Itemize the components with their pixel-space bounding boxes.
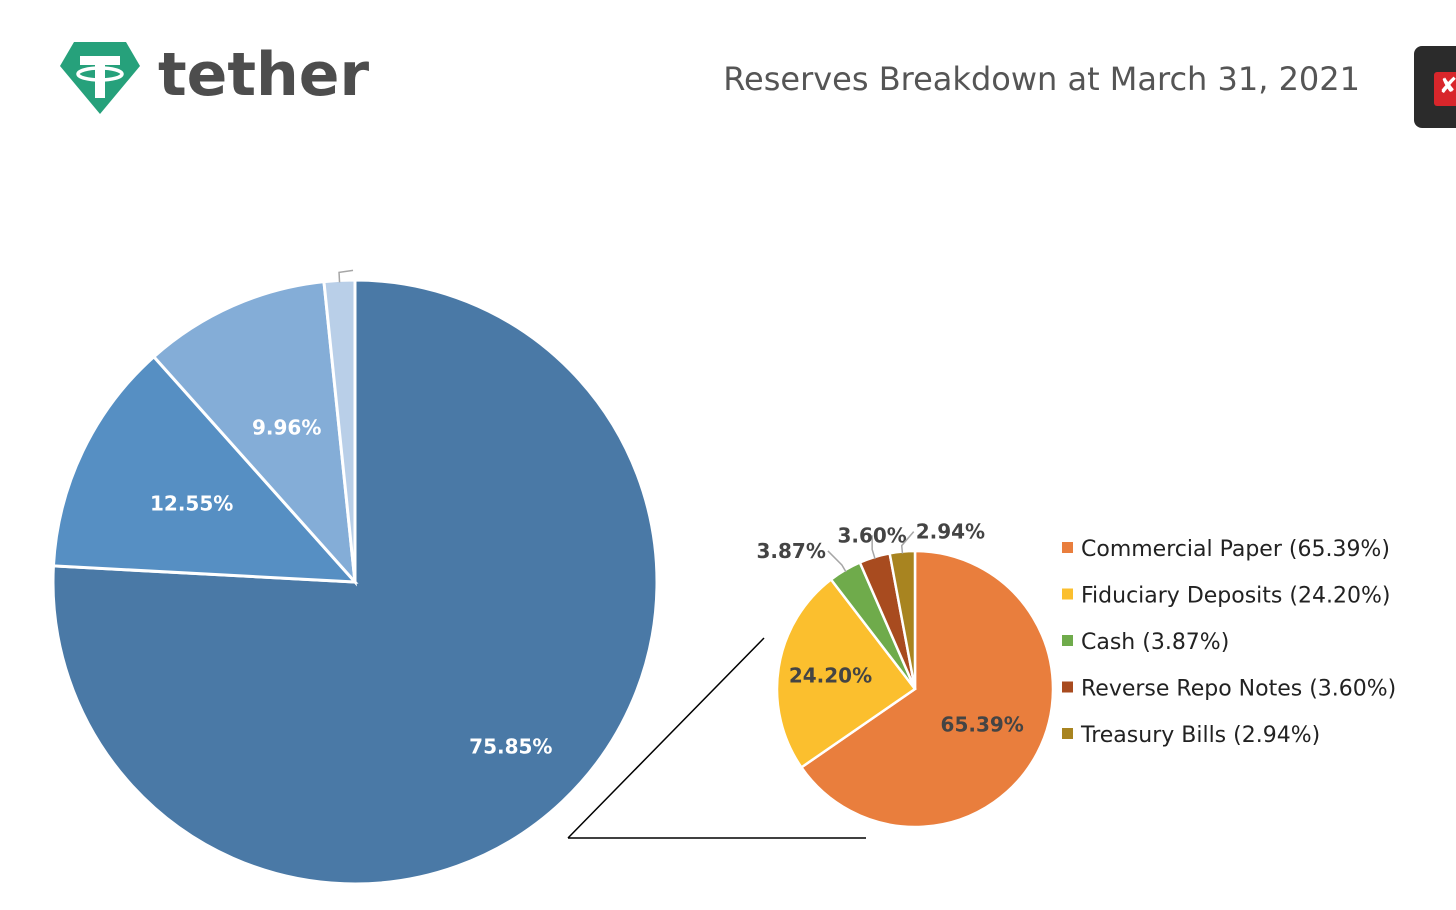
data-label-24-20: 24.20% <box>789 664 872 688</box>
legend-swatch-cash-3-87 <box>1062 635 1073 646</box>
legend-swatch-reverse-repo-notes-3-60 <box>1062 681 1073 693</box>
pie-slice-12-55 <box>51 354 359 584</box>
pie-connector-lines <box>567 637 866 839</box>
legend-swatch-commercial-paper-65-39 <box>1062 542 1073 553</box>
breakdown-pie-chart: 65.39% 24.20% 3.87% 3.60% 2.94% <box>757 520 1055 829</box>
pie-slice-commercial-paper-65-39 <box>799 549 1055 829</box>
data-label-9-96: 9.96% <box>252 415 321 439</box>
brand[interactable]: tether <box>58 40 369 116</box>
main-pie-chart: 75.85% 12.55% 9.96% 1.64% <box>51 258 659 886</box>
data-label-12-55: 12.55% <box>150 492 233 516</box>
tether-logo-icon <box>60 42 140 114</box>
legend-label-commercial-paper-65-39: Commercial Paper (65.39%) <box>1081 537 1390 562</box>
legend-swatch-fiduciary-deposits-24-20 <box>1062 588 1073 600</box>
legend-swatch-treasury-bills-2-94 <box>1062 728 1073 739</box>
legend-label-fiduciary-deposits-24-20: Fiduciary Deposits (24.20%) <box>1081 584 1390 609</box>
report-title: Reserves Breakdown at March 31, 2021 <box>723 60 1360 98</box>
leader-line-3-87 <box>827 550 847 573</box>
breakdown-legend: Commercial Paper (65.39%) Fiduciary Depos… <box>1062 537 1396 748</box>
pie-slice-fiduciary-deposits-24-20 <box>775 577 917 770</box>
leader-line-3-60 <box>871 535 876 560</box>
data-label-65-39: 65.39% <box>941 712 1024 736</box>
data-label-1-64: 1.64% <box>355 258 424 282</box>
pdf-icon: ✘ <box>1434 72 1456 106</box>
legend-label-treasury-bills-2-94: Treasury Bills (2.94%) <box>1080 723 1320 748</box>
leader-line-1-64 <box>338 269 354 283</box>
pie-slice-9-96 <box>151 279 357 587</box>
data-label-75-85: 75.85% <box>469 734 552 758</box>
data-label-2-94: 2.94% <box>916 520 985 544</box>
data-label-3-60: 3.60% <box>837 523 906 547</box>
legend-label-reverse-repo-notes-3-60: Reverse Repo Notes (3.60%) <box>1081 677 1396 702</box>
legend-label-cash-3-87: Cash (3.87%) <box>1081 630 1229 655</box>
leader-line-2-94 <box>900 531 915 554</box>
brand-name: tether <box>158 40 370 110</box>
pdf-download-button[interactable]: ✘ <box>1414 46 1456 128</box>
data-label-3-87: 3.87% <box>757 539 826 563</box>
